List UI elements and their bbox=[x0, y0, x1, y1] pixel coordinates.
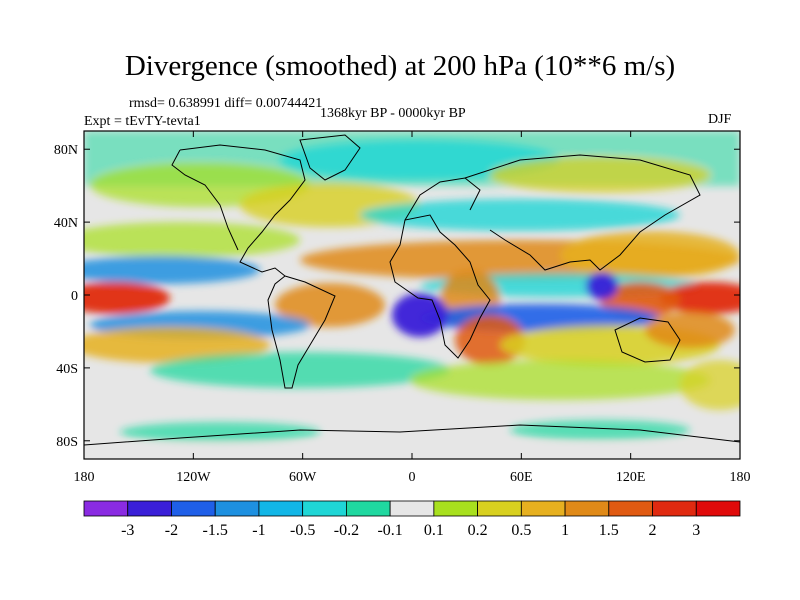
y-tick-label: 40S bbox=[56, 362, 78, 377]
colorbar-label: -1 bbox=[252, 522, 265, 539]
coast-north-america bbox=[179, 144, 306, 277]
y-axis: 80N 40N 0 40S 80S bbox=[54, 143, 740, 450]
coast-greenland bbox=[299, 134, 361, 181]
experiment-text: Expt = tEvTY-tevta1 bbox=[84, 114, 201, 129]
y-tick-label: 40N bbox=[54, 216, 78, 231]
colorbar-label: 1 bbox=[561, 522, 569, 539]
colorbar-swatch bbox=[389, 500, 435, 517]
colorbar-swatch bbox=[608, 500, 653, 517]
colorbar-label: 0.1 bbox=[424, 522, 444, 539]
colorbar-swatch bbox=[564, 500, 610, 517]
colorbar-label: -0.2 bbox=[334, 522, 359, 539]
colorbar-swatch bbox=[258, 500, 304, 517]
divergence-field bbox=[84, 131, 740, 459]
season-text: DJF bbox=[708, 112, 732, 127]
colorbar-swatch bbox=[302, 500, 347, 517]
x-tick-label: 180 bbox=[730, 470, 751, 485]
colorbar-swatch bbox=[127, 500, 172, 517]
colorbar-swatch bbox=[171, 500, 216, 517]
colorbar-label: 0.5 bbox=[511, 522, 531, 539]
colorbar-label: -0.5 bbox=[290, 522, 315, 539]
stats-text: rmsd= 0.638991 diff= 0.00744421 bbox=[129, 96, 323, 111]
coast-antarctica bbox=[84, 424, 740, 446]
colorbar-label: -2 bbox=[165, 522, 178, 539]
y-tick-label: 80S bbox=[56, 435, 78, 450]
coast-asia bbox=[464, 154, 701, 271]
colorbar-label: -1.5 bbox=[203, 522, 228, 539]
colorbar: -3 -2 -1.5 -1 -0.5 -0.2 -0.1 0.1 0.2 0.5 1 1.5 2 3 bbox=[83, 500, 741, 539]
colorbar-swatch bbox=[695, 500, 741, 517]
x-tick-label: 60W bbox=[289, 470, 317, 485]
colorbar-swatch bbox=[477, 500, 522, 517]
colorbar-label: -0.1 bbox=[377, 522, 402, 539]
period-text: 1368kyr BP - 0000kyr BP bbox=[320, 106, 466, 121]
coast-europe bbox=[404, 177, 481, 221]
y-tick-label: 80N bbox=[54, 143, 78, 158]
colorbar-label: 1.5 bbox=[599, 522, 619, 539]
coast-south-america bbox=[267, 275, 336, 389]
x-tick-label: 180 bbox=[74, 470, 95, 485]
colorbar-label: 3 bbox=[692, 522, 700, 539]
coastlines bbox=[84, 134, 740, 446]
x-tick-label: 120W bbox=[176, 470, 211, 485]
x-tick-label: 120E bbox=[616, 470, 646, 485]
coast-australia bbox=[614, 317, 681, 363]
colorbar-swatch bbox=[83, 500, 129, 517]
y-tick-label: 0 bbox=[71, 289, 78, 304]
colorbar-label: 2 bbox=[649, 522, 657, 539]
colorbar-swatch bbox=[345, 500, 391, 517]
colorbar-swatch bbox=[433, 500, 479, 517]
colorbar-swatch bbox=[652, 500, 697, 517]
x-tick-label: 0 bbox=[409, 470, 416, 485]
colorbar-swatch bbox=[214, 500, 260, 517]
x-axis: 180 120W 60W 0 60E 120E 180 bbox=[74, 131, 751, 485]
plot-title: Divergence (smoothed) at 200 hPa (10**6 … bbox=[124, 50, 676, 82]
coast-africa bbox=[389, 214, 491, 359]
x-tick-label: 60E bbox=[510, 470, 533, 485]
coast-north-america-west bbox=[171, 149, 239, 251]
colorbar-label: 0.2 bbox=[468, 522, 488, 539]
colorbar-label: -3 bbox=[121, 522, 134, 539]
colorbar-swatch bbox=[520, 500, 566, 517]
